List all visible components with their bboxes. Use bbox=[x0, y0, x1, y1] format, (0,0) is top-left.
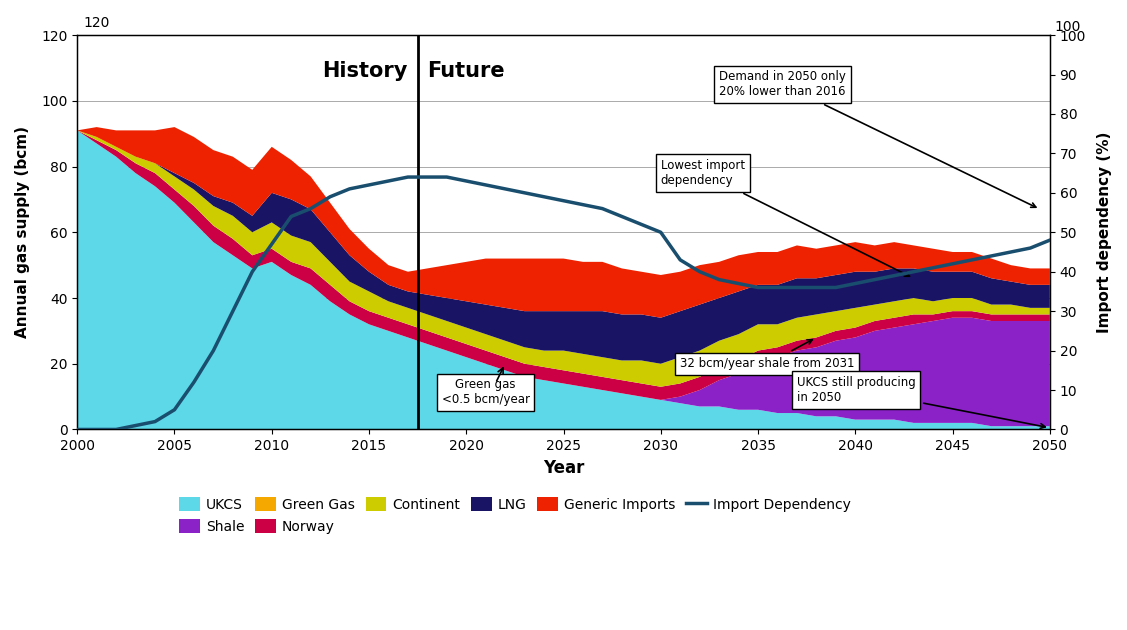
Import Dependency bbox=[284, 213, 298, 220]
Import Dependency bbox=[382, 177, 396, 185]
Import Dependency bbox=[731, 280, 745, 287]
Import Dependency bbox=[1023, 244, 1037, 252]
Text: History: History bbox=[322, 61, 408, 81]
X-axis label: Year: Year bbox=[543, 459, 584, 477]
Y-axis label: Import dependency (%): Import dependency (%) bbox=[1097, 132, 1112, 333]
Text: 120: 120 bbox=[83, 16, 109, 30]
Text: Future: Future bbox=[427, 61, 505, 81]
Text: Demand in 2050 only
20% lower than 2016: Demand in 2050 only 20% lower than 2016 bbox=[719, 71, 1036, 207]
Text: Lowest import
dependency: Lowest import dependency bbox=[660, 159, 909, 276]
Text: 32 bcm/year shale from 2031: 32 bcm/year shale from 2031 bbox=[681, 340, 854, 370]
Import Dependency bbox=[362, 181, 375, 189]
Import Dependency bbox=[401, 173, 415, 181]
Text: 100: 100 bbox=[1055, 20, 1081, 34]
Text: UKCS still producing
in 2050: UKCS still producing in 2050 bbox=[797, 376, 1045, 428]
Import Dependency bbox=[790, 284, 804, 291]
Y-axis label: Annual gas supply (bcm): Annual gas supply (bcm) bbox=[15, 126, 30, 338]
Legend: UKCS, Shale, Green Gas, Norway, Continent, LNG, Generic Imports, Import Dependen: UKCS, Shale, Green Gas, Norway, Continen… bbox=[174, 491, 857, 539]
Line: Import Dependency: Import Dependency bbox=[78, 177, 1049, 430]
Import Dependency bbox=[1042, 236, 1056, 244]
Import Dependency bbox=[71, 426, 85, 433]
Text: Green gas
<0.5 bcm/year: Green gas <0.5 bcm/year bbox=[442, 379, 530, 406]
